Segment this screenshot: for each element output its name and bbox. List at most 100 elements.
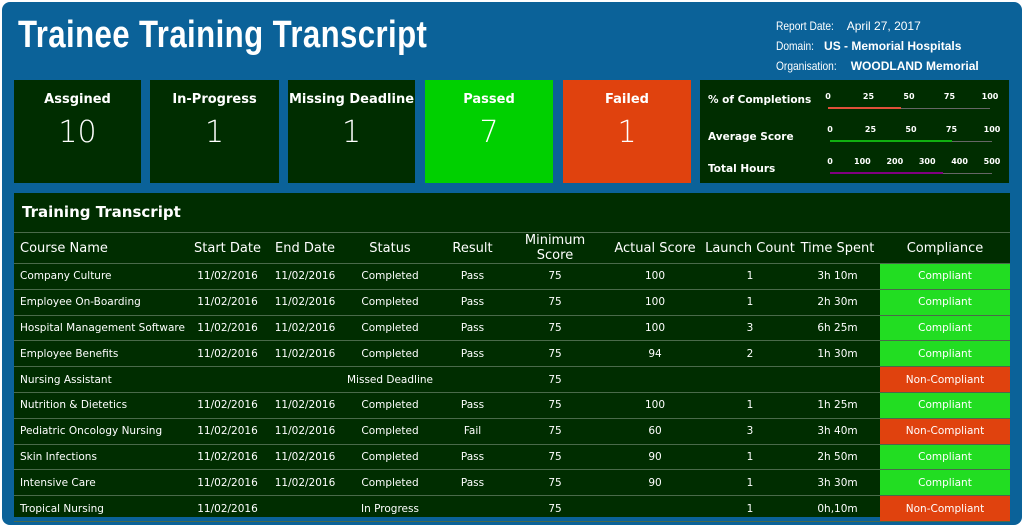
gauge-fill [830, 140, 952, 142]
column-header[interactable]: Course Name [14, 232, 185, 264]
gauge-tick: 100 [854, 157, 871, 166]
table-cell: 100 [605, 315, 705, 342]
gauge-tick: 25 [864, 125, 877, 134]
table-cell: 60 [605, 418, 705, 445]
stat-card-label: Failed [605, 92, 649, 107]
gauge-label: Total Hours [708, 163, 776, 175]
table-cell: 11/02/2016 [270, 289, 340, 316]
table-cell: 3h 30m [795, 469, 880, 497]
table-cell: 3h 10m [795, 263, 880, 290]
column-header[interactable]: Compliance [880, 232, 1010, 264]
table-cell [270, 495, 340, 522]
compliance-badge: Compliant [880, 444, 1010, 471]
transcript-table: Course Name Start Date End Date Status Resul… [14, 232, 1010, 522]
column-header[interactable]: End Date [270, 232, 340, 264]
table-cell: Nutrition & Dietetics [14, 392, 185, 419]
gauge-tick: 75 [943, 92, 956, 101]
table-cell: 11/02/2016 [270, 444, 340, 471]
gauge-fill [828, 107, 901, 109]
table-cell: 11/02/2016 [270, 469, 340, 497]
column-header[interactable]: Status [340, 232, 440, 264]
table-cell [270, 366, 340, 393]
stat-card-label: In-Progress [172, 92, 257, 107]
gauge-0: % of Completions 0 25 50 75 100 [700, 88, 1009, 118]
column-header[interactable]: Time Spent [795, 232, 880, 264]
stat-card-value: 10 [58, 115, 97, 150]
table-cell: 75 [505, 289, 605, 316]
compliance-badge: Compliant [880, 289, 1010, 316]
org-label: Organisation: [776, 59, 837, 73]
table-row[interactable]: Company Culture 11/02/2016 11/02/2016 Compl… [14, 263, 1010, 290]
table-row[interactable]: Employee On-Boarding 11/02/2016 11/02/2016… [14, 289, 1010, 316]
table-cell: 1 [705, 263, 795, 290]
stat-card-passed: Passed 7 [425, 80, 553, 183]
table-cell: 3h 40m [795, 418, 880, 445]
table-cell: Completed [340, 340, 440, 368]
table-cell: 3 [705, 315, 795, 342]
compliance-badge: Non-Compliant [880, 366, 1010, 393]
table-cell: Missed Deadline [340, 366, 440, 393]
gauge-tick: 100 [981, 92, 999, 101]
table-cell: Completed [340, 315, 440, 342]
table-row[interactable]: Skin Infections 11/02/2016 11/02/2016 Compl… [14, 444, 1010, 471]
stat-card-label: Missing Deadline [288, 92, 415, 107]
table-cell: 75 [505, 315, 605, 342]
table-row[interactable]: Pediatric Oncology Nursing 11/02/2016 11/0… [14, 418, 1010, 445]
table-row[interactable]: Hospital Management Software 11/02/2016 11… [14, 315, 1010, 342]
table-row[interactable]: Nutrition & Dietetics 11/02/2016 11/02/201… [14, 392, 1010, 419]
report-date: April 27, 2017 [846, 19, 921, 33]
table-row[interactable]: Tropical Nursing 11/02/2016 In Progress 75 1… [14, 495, 1010, 522]
gauge-tick: 75 [945, 125, 958, 134]
table-cell: 11/02/2016 [185, 289, 270, 316]
table-cell: 11/02/2016 [270, 263, 340, 290]
table-cell: Completed [340, 418, 440, 445]
gauge-tick: 0 [827, 125, 833, 134]
table-cell: 75 [505, 418, 605, 445]
table-cell: 1h 25m [795, 392, 880, 419]
compliance-badge: Compliant [880, 315, 1010, 342]
table-row[interactable]: Employee Benefits 11/02/2016 11/02/2016 Com… [14, 340, 1010, 368]
table-cell [440, 495, 505, 522]
table-cell: 11/02/2016 [185, 340, 270, 368]
stat-card-value: 7 [479, 115, 499, 150]
table-cell: 100 [605, 392, 705, 419]
table-cell: 75 [505, 392, 605, 419]
table-cell: 75 [505, 444, 605, 471]
table-cell [185, 366, 270, 393]
table-cell: 11/02/2016 [185, 495, 270, 522]
compliance-badge: Compliant [880, 469, 1010, 497]
column-header[interactable]: Actual Score [605, 232, 705, 264]
table-row[interactable]: Intensive Care 11/02/2016 11/02/2016 Comple… [14, 469, 1010, 497]
table-cell: 11/02/2016 [185, 469, 270, 497]
table-cell: 2h 50m [795, 444, 880, 471]
column-header[interactable]: Minimum Score [505, 232, 605, 264]
domain-value: US - Memorial Hospitals [824, 39, 962, 53]
table-cell: Intensive Care [14, 469, 185, 497]
column-header[interactable]: Result [440, 232, 505, 264]
table-cell: Pediatric Oncology Nursing [14, 418, 185, 445]
column-header[interactable]: Launch Count [705, 232, 795, 264]
stat-card-value: 1 [341, 115, 362, 150]
compliance-badge: Non-Compliant [880, 418, 1010, 445]
gauge-1: Average Score 0 25 50 75 100 [700, 121, 1009, 151]
compliance-badge: Non-Compliant [880, 495, 1010, 522]
table-cell: Completed [340, 289, 440, 316]
report-date-label: Report Date: [776, 19, 834, 33]
table-cell: 2h 30m [795, 289, 880, 316]
gauge-2: Total Hours 0 100 200 300 400 500 [700, 153, 1009, 183]
table-row[interactable]: Nursing Assistant Missed Deadline 75 Non-Co… [14, 366, 1010, 393]
table-cell: 90 [605, 469, 705, 497]
gauge-tick: 0 [827, 157, 833, 166]
compliance-badge: Compliant [880, 263, 1010, 290]
table-cell: 75 [505, 366, 605, 393]
gauge-tick: 100 [983, 125, 1001, 134]
gauge-panel: % of Completions 0 25 50 75 100 Average Score 0… [700, 80, 1009, 183]
table-cell [440, 366, 505, 393]
table-cell: Completed [340, 263, 440, 290]
table-cell [605, 495, 705, 522]
column-header[interactable]: Start Date [185, 232, 270, 264]
table-cell: 2 [705, 340, 795, 368]
table-cell: Pass [440, 315, 505, 342]
gauge-tick: 300 [918, 157, 936, 166]
table-cell [605, 366, 705, 393]
